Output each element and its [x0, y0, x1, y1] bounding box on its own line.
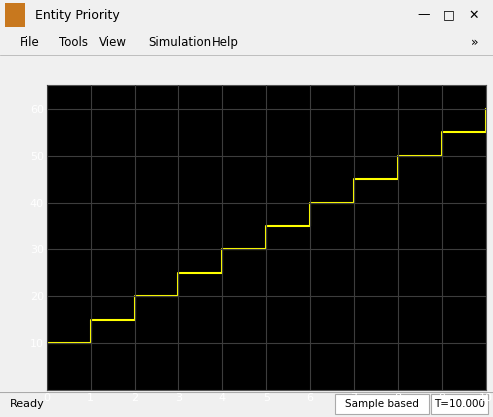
- Text: □: □: [443, 8, 455, 22]
- Text: Tools: Tools: [59, 36, 88, 49]
- Bar: [335, 394, 429, 414]
- Bar: [5, 3, 25, 27]
- Text: T=10.000: T=10.000: [434, 399, 486, 409]
- Text: File: File: [20, 36, 39, 49]
- Text: Ready: Ready: [10, 399, 44, 409]
- Text: Help: Help: [212, 36, 239, 49]
- Bar: [431, 394, 488, 414]
- Text: View: View: [99, 36, 127, 49]
- Text: Simulation: Simulation: [148, 36, 211, 49]
- Text: »: »: [471, 36, 478, 49]
- Text: Sample based: Sample based: [345, 399, 419, 409]
- Text: ✕: ✕: [468, 8, 479, 22]
- Text: Entity Priority: Entity Priority: [35, 8, 119, 22]
- Text: —: —: [418, 8, 430, 22]
